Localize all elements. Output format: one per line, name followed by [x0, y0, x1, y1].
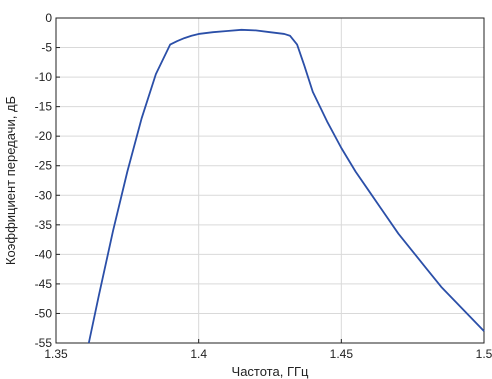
y-axis-title: Коэффициент передачи, дБ — [3, 96, 18, 265]
y-tick-label: -20 — [35, 129, 53, 143]
ticks: 1.35 1.4 1.45 1.5 0 -5 -10 -15 -20 -25 -30 -35 -40 -4… — [35, 11, 492, 361]
y-tick-label: -5 — [41, 41, 52, 55]
y-tick-label: -40 — [35, 247, 53, 261]
y-tick-label: -45 — [35, 277, 53, 291]
y-tick-label: -25 — [35, 159, 53, 173]
x-tick-label: 1.4 — [190, 347, 207, 361]
x-tick-label: 1.5 — [476, 347, 492, 361]
x-tick-label: 1.45 — [330, 347, 354, 361]
y-tick-label: -10 — [35, 70, 53, 84]
y-tick-label: -55 — [35, 336, 53, 350]
series-layer — [87, 28, 485, 344]
y-tick-label: -30 — [35, 188, 53, 202]
x-tick-label: 1.35 — [44, 347, 68, 361]
y-tick-label: -15 — [35, 100, 53, 114]
y-tick-label: -35 — [35, 218, 53, 232]
grid — [56, 18, 484, 343]
series-line-0 — [87, 28, 485, 344]
y-tick-label: 0 — [45, 11, 52, 25]
x-axis-title: Частота, ГГц — [232, 364, 309, 379]
plot-frame — [55, 17, 485, 344]
y-tick-label: -50 — [35, 306, 53, 320]
